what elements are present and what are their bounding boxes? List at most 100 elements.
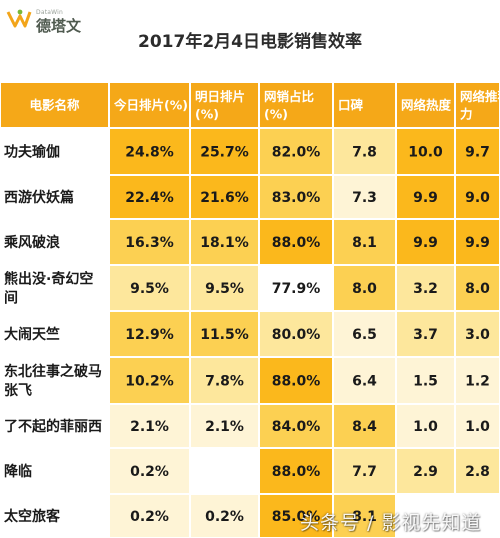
data-label: 83.0%	[272, 190, 321, 206]
value-cell	[454, 264, 500, 312]
data-label: 7.7	[352, 464, 377, 480]
data-label: 22.4%	[125, 190, 174, 206]
value-cell	[332, 447, 397, 495]
data-label: 82.0%	[272, 145, 321, 161]
data-label: 9.9	[413, 190, 438, 206]
data-label: 0.2%	[205, 509, 244, 525]
value-cell	[189, 218, 260, 266]
data-label: 9.9	[413, 235, 438, 251]
data-label: 6.4	[352, 374, 377, 390]
data-label: 9.7	[465, 145, 490, 161]
data-label: 77.9%	[272, 281, 321, 297]
data-label: 9.9	[465, 235, 490, 251]
data-label: 88.0%	[272, 374, 321, 390]
data-label: 12.9%	[125, 327, 174, 343]
movie-name: 太空旅客	[4, 508, 61, 525]
data-label: 9.5%	[130, 281, 169, 297]
brand-logo: DataWin 德塔文	[6, 6, 86, 35]
data-label: 1.0	[413, 419, 438, 435]
movie-name: 乘风破浪	[3, 234, 60, 251]
data-label: 8.1	[352, 509, 377, 525]
data-label: 1.5	[413, 374, 438, 390]
value-cell	[189, 127, 260, 176]
value-cell	[395, 174, 456, 220]
data-label: 3.0	[465, 327, 490, 343]
data-label: 80.0%	[272, 327, 321, 343]
column-header: 网络推荐力	[460, 89, 500, 122]
data-label: 8.4	[352, 419, 377, 435]
value-cell	[454, 174, 500, 220]
movie-name-cell	[0, 447, 110, 495]
movie-name-cell	[0, 264, 110, 312]
data-label: 24.8%	[125, 145, 174, 161]
value-cell	[258, 447, 334, 495]
data-label: 84.0%	[272, 419, 321, 435]
value-cell	[258, 403, 334, 449]
logo-icon	[6, 9, 32, 28]
column-header: 网销占比(%)	[264, 89, 315, 122]
data-label: 9.5%	[205, 281, 244, 297]
value-cell	[108, 310, 191, 358]
value-cell	[189, 447, 260, 495]
brand-subtitle: DataWin	[36, 9, 63, 16]
data-label: 1.2	[465, 374, 490, 390]
value-cell	[454, 127, 500, 176]
value-cell	[332, 174, 397, 220]
data-label: 21.6%	[200, 190, 249, 206]
data-label: 2.1%	[130, 419, 169, 435]
data-label: 2.8	[465, 464, 490, 480]
data-label: 7.8%	[205, 374, 244, 390]
header-cell	[189, 82, 260, 129]
data-label: 88.0%	[272, 235, 321, 251]
value-cell	[189, 493, 260, 538]
movie-name: 大闹天竺	[4, 326, 60, 343]
data-label: 8.0	[352, 281, 377, 297]
value-cell	[395, 127, 456, 176]
movie-name: 东北往事之破马张飞	[4, 363, 102, 399]
header-cell	[454, 82, 500, 129]
data-label: 9.0	[465, 190, 490, 206]
data-label: 3.7	[413, 327, 438, 343]
data-label: 7.8	[352, 145, 377, 161]
data-label: 88.0%	[272, 464, 321, 480]
data-label: 10.2%	[125, 374, 174, 390]
movie-name: 降临	[4, 463, 32, 480]
column-header: 明日排片(%)	[195, 89, 245, 122]
value-cell	[258, 493, 334, 538]
data-label: 8.0	[465, 281, 490, 297]
chart-title: 2017年2月4日电影销售效率	[138, 32, 362, 52]
data-label: 3.2	[413, 281, 438, 297]
data-label: 25.7%	[200, 145, 249, 161]
value-cell	[454, 493, 500, 538]
value-cell	[454, 310, 500, 358]
value-cell	[332, 356, 397, 405]
value-cell	[454, 356, 500, 405]
data-label: 11.5%	[200, 327, 249, 343]
data-label: 85.0%	[272, 509, 321, 525]
value-cell	[395, 356, 456, 405]
data-label: 0.2%	[130, 464, 169, 480]
movie-name: 功夫瑜伽	[4, 144, 60, 161]
data-table: 电影名称 今日排片(%) 明日排片(%) 网销占比(%) 口碑 网络热度网络推荐力功夫瑜伽…	[0, 82, 500, 538]
movie-name-cell	[0, 493, 110, 538]
data-label: 10.0	[408, 145, 443, 161]
data-label: 8.1	[352, 235, 377, 251]
movie-name: 西游伏妖篇	[4, 189, 74, 206]
value-cell	[332, 264, 397, 312]
value-cell	[189, 356, 260, 405]
value-cell	[258, 218, 334, 266]
movie-name-cell	[0, 403, 110, 449]
value-cell	[258, 174, 334, 220]
column-header: 电影名称	[29, 98, 80, 113]
column-header: 今日排片(%)	[113, 98, 188, 113]
data-label: 0.2%	[130, 509, 169, 525]
movie-name-cell	[0, 174, 110, 220]
header-cell	[108, 82, 191, 129]
data-label: 18.1%	[200, 235, 249, 251]
column-header: 口碑	[338, 98, 364, 113]
value-cell	[189, 403, 260, 449]
brand-name: 德塔文	[36, 17, 82, 35]
data-label: 1.0	[465, 419, 490, 435]
data-label: 6.5	[352, 327, 377, 343]
header-cell	[0, 82, 110, 129]
